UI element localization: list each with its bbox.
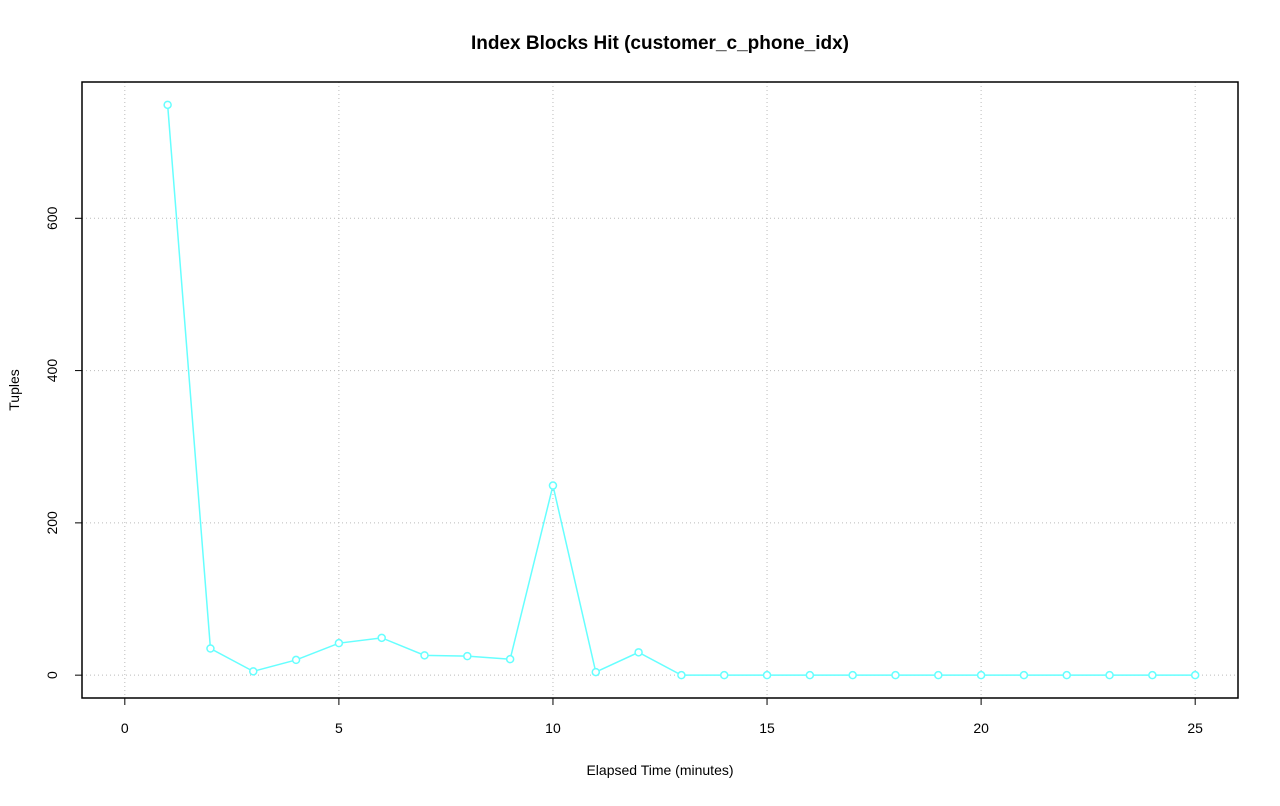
data-point xyxy=(677,670,686,680)
data-point xyxy=(1062,670,1071,680)
data-point xyxy=(377,633,386,643)
data-point xyxy=(249,667,258,676)
x-tick-label: 15 xyxy=(759,720,775,736)
data-point xyxy=(1105,670,1114,680)
data-point xyxy=(163,100,172,110)
data-point xyxy=(934,670,943,680)
y-tick-label: 0 xyxy=(44,671,60,679)
data-point xyxy=(291,655,301,665)
data-point xyxy=(334,638,344,648)
y-tick-label: 400 xyxy=(44,359,60,383)
y-axis-label: Tuples xyxy=(6,369,22,411)
plot-frame xyxy=(81,81,1239,699)
data-point xyxy=(976,670,986,680)
data-point xyxy=(463,651,472,661)
data-point xyxy=(762,670,772,680)
data-point xyxy=(805,670,815,680)
data-point xyxy=(634,648,643,657)
x-axis-label: Elapsed Time (minutes) xyxy=(586,762,733,778)
data-point xyxy=(206,644,215,653)
x-tick-label: 0 xyxy=(121,720,129,736)
data-point xyxy=(505,654,515,664)
y-tick-label: 600 xyxy=(44,206,60,230)
plot-area: 0 5 10 15 20 25 0 200 400 600 xyxy=(44,82,1238,736)
data-point xyxy=(1019,670,1029,680)
data-point xyxy=(1148,670,1157,680)
data-point xyxy=(848,670,857,680)
x-tick-label: 10 xyxy=(545,720,561,736)
data-point xyxy=(591,667,601,677)
y-tick-label: 200 xyxy=(44,511,60,535)
data-point xyxy=(891,670,900,680)
data-point xyxy=(548,481,558,490)
x-tick-label: 5 xyxy=(335,720,343,736)
chart-title: Index Blocks Hit (customer_c_phone_idx) xyxy=(471,33,849,54)
x-tick-label: 25 xyxy=(1187,720,1203,736)
data-point xyxy=(420,651,429,660)
data-point xyxy=(719,670,729,680)
x-tick-label: 20 xyxy=(973,720,989,736)
data-point xyxy=(1190,670,1200,680)
